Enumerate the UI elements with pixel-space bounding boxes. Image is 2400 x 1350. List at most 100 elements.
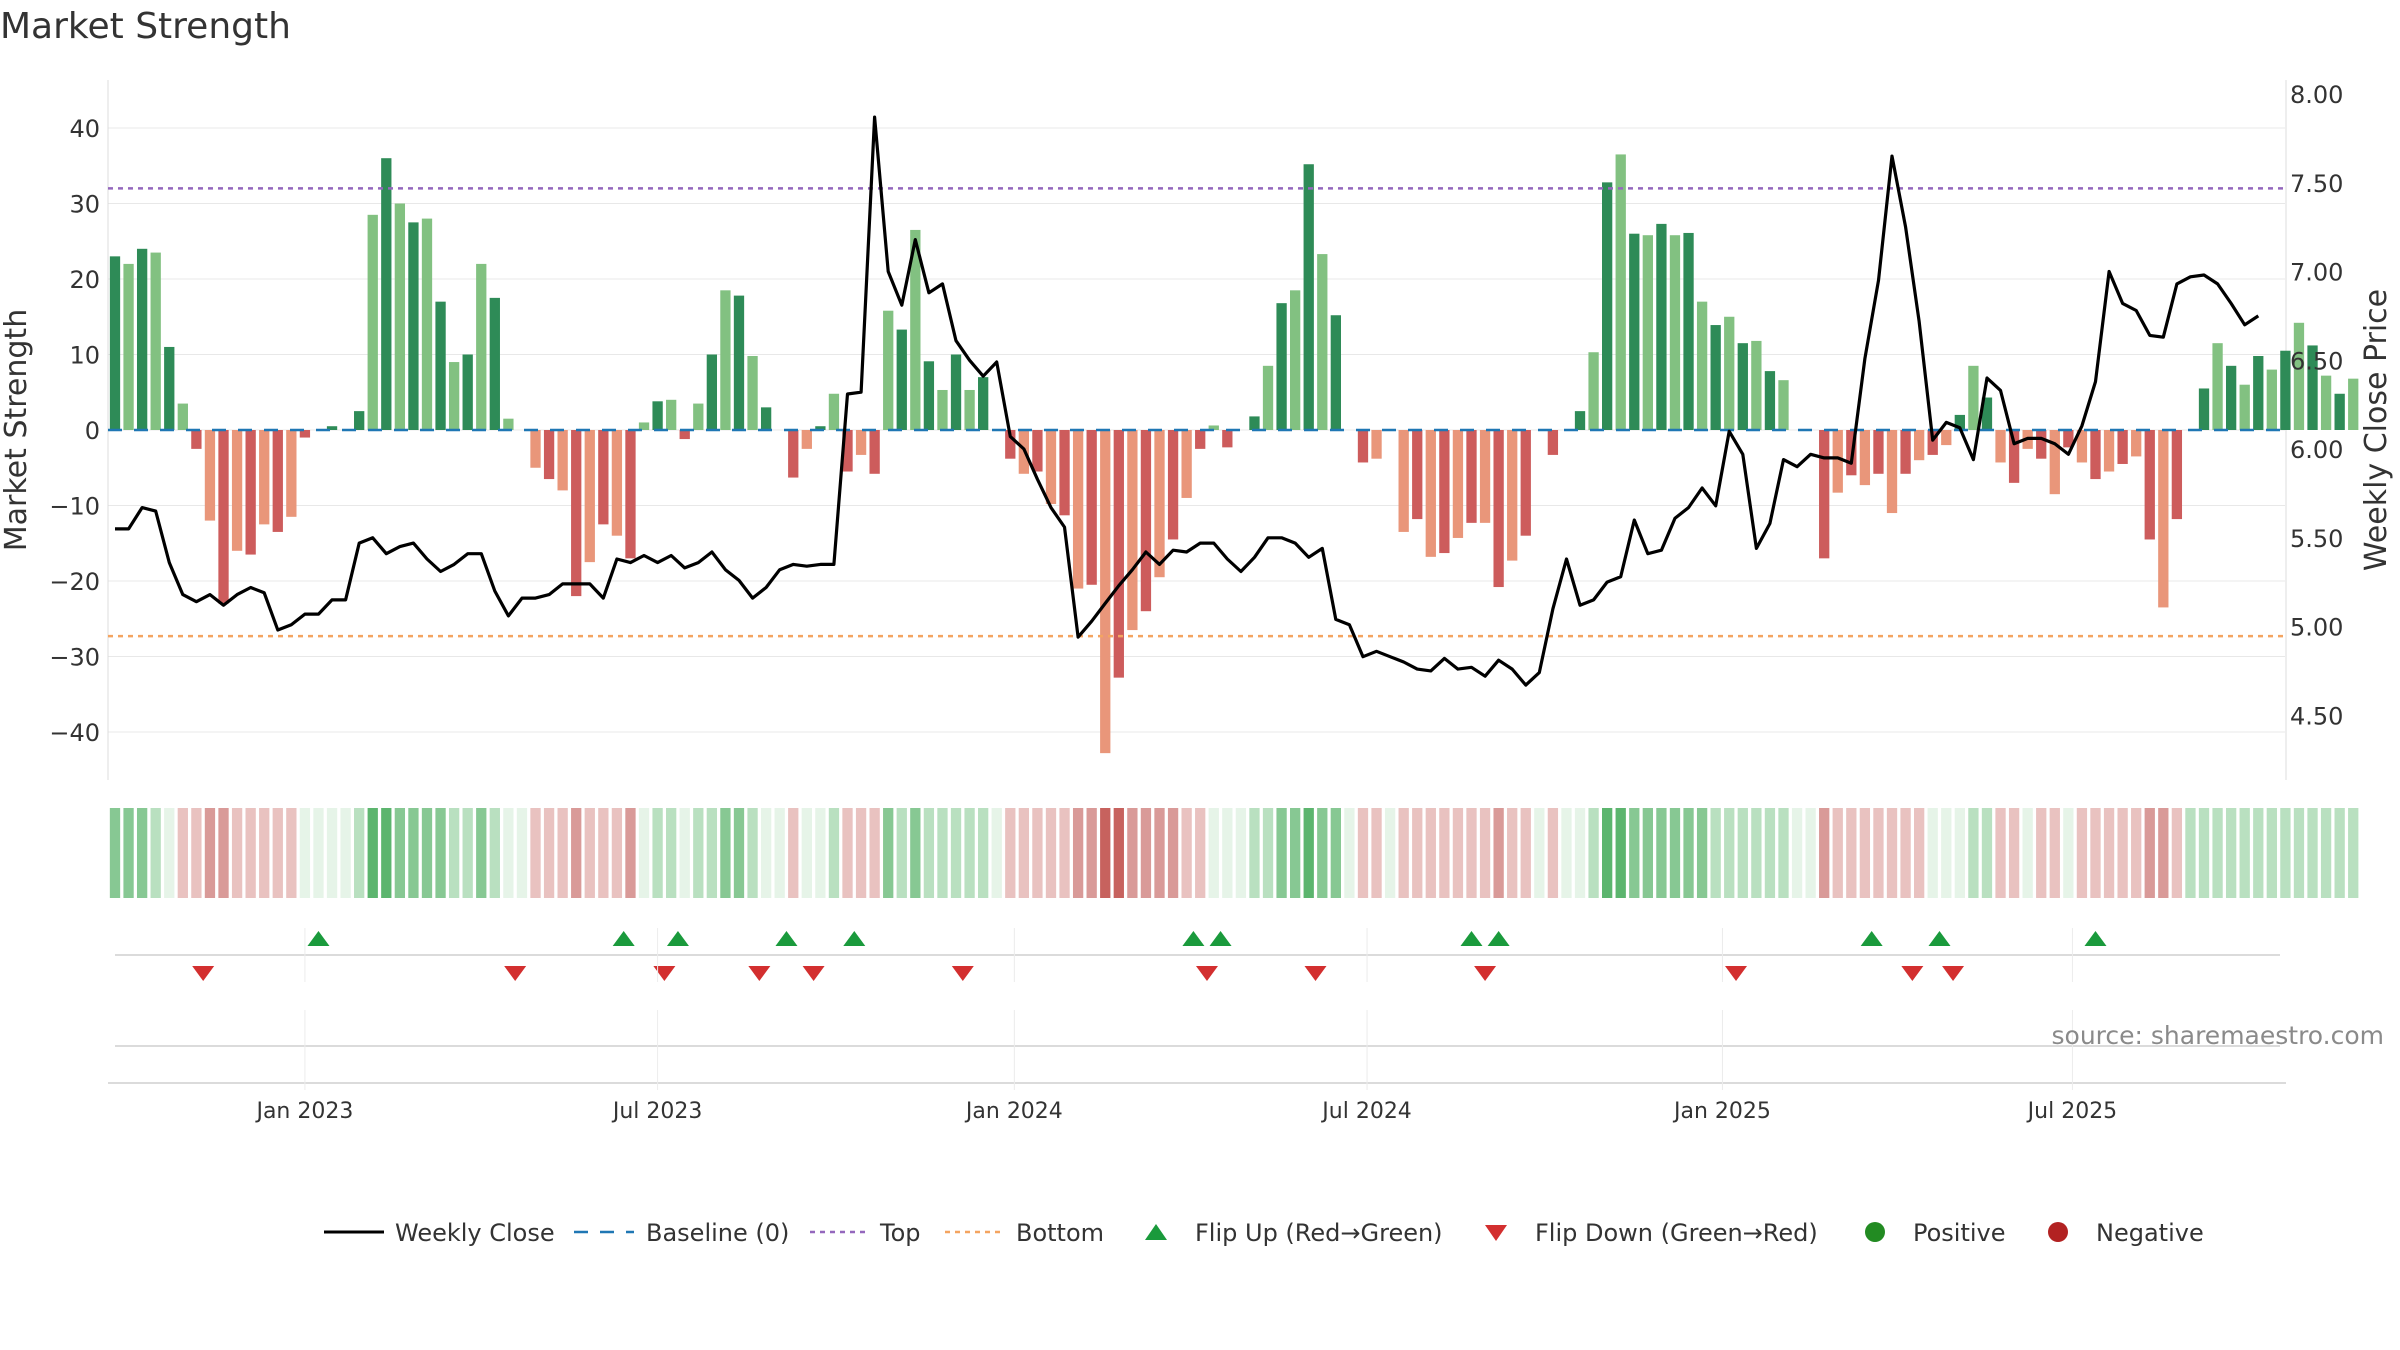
flip-down-marker — [952, 966, 974, 981]
flip-up-marker — [613, 931, 635, 946]
flip-down-marker — [1942, 966, 1964, 981]
heat-strip-cell — [1860, 808, 1870, 898]
legend-label: Flip Down (Green→Red) — [1535, 1219, 1818, 1247]
legend-label: Baseline (0) — [646, 1219, 789, 1247]
strength-bar — [1304, 164, 1314, 430]
strength-bar — [897, 330, 907, 430]
heat-strip-cell — [625, 808, 635, 898]
flip-down-marker — [1305, 966, 1327, 981]
heat-strip-cell — [490, 808, 500, 898]
flip-up-marker — [1182, 931, 1204, 946]
x-axis: Jan 2023 Jul 2023 Jan 2024 Jul 2024 Jan 2025… — [108, 928, 2286, 1124]
strength-bar — [666, 400, 676, 430]
heat-strip-cell — [422, 808, 432, 898]
x-tick-label: Jul 2023 — [611, 1099, 703, 1124]
strength-bar — [2172, 430, 2182, 519]
heat-strip-cell — [395, 808, 405, 898]
heat-strip-cell — [1019, 808, 1029, 898]
heat-strip-cell — [1765, 808, 1775, 898]
heat-strip-cell — [232, 808, 242, 898]
strength-bar — [368, 215, 378, 430]
y2-tick-label: 5.50 — [2290, 525, 2343, 553]
x-tick-label: Jul 2024 — [1320, 1099, 1412, 1124]
heat-strip-cell — [1561, 808, 1571, 898]
strength-bar — [1222, 430, 1232, 447]
strength-bar — [1168, 430, 1178, 539]
heat-strip-cell — [910, 808, 920, 898]
heat-strip-cell — [2307, 808, 2317, 898]
flip-markers — [192, 931, 2106, 981]
heat-strip-cell — [246, 808, 256, 898]
strength-bar — [151, 253, 161, 430]
strength-bar — [761, 407, 771, 430]
heat-strip-cell — [1399, 808, 1409, 898]
heat-strip-cell — [1819, 808, 1829, 898]
strength-bar — [2335, 394, 2345, 430]
strength-bar — [1900, 430, 1910, 474]
strength-bar — [951, 355, 961, 431]
heat-strip-cell — [1683, 808, 1693, 898]
strength-bar — [964, 390, 974, 430]
heat-strip-cell — [856, 808, 866, 898]
strength-bar — [463, 355, 473, 431]
strength-bar — [2253, 356, 2263, 430]
strength-bar — [408, 222, 418, 430]
heat-strip-cell — [1480, 808, 1490, 898]
strength-bar — [2212, 343, 2222, 430]
strength-bar — [259, 430, 269, 524]
flip-up-marker — [843, 931, 865, 946]
heat-strip-cell — [1263, 808, 1273, 898]
heat-strip-cell — [463, 808, 473, 898]
strength-bar — [856, 430, 866, 455]
legend-label: Flip Up (Red→Green) — [1195, 1219, 1443, 1247]
heat-strip-cell — [1195, 808, 1205, 898]
heat-strip-cell — [1697, 808, 1707, 898]
strength-bar — [1575, 411, 1585, 430]
strength-bar — [1480, 430, 1490, 523]
strength-bar — [883, 311, 893, 430]
heat-strip-cell — [1914, 808, 1924, 898]
strength-bar — [1358, 430, 1368, 462]
strength-bar — [1331, 315, 1341, 430]
strength-bar — [2199, 388, 2209, 430]
heat-strip-cell — [2172, 808, 2182, 898]
strength-bar — [693, 404, 703, 430]
strength-bar — [680, 430, 690, 439]
heat-strip-cell — [1249, 808, 1259, 898]
strength-bar — [937, 390, 947, 430]
heat-strip-cell — [1385, 808, 1395, 898]
strength-bar — [2036, 430, 2046, 459]
strength-bar — [123, 264, 133, 430]
strength-bar — [232, 430, 242, 551]
heat-strip-cell — [435, 808, 445, 898]
heat-strip-cell — [1534, 808, 1544, 898]
strength-bar — [1195, 430, 1205, 449]
strength-bar — [1507, 430, 1517, 561]
heat-strip-cell — [1751, 808, 1761, 898]
strength-bar — [422, 219, 432, 430]
heat-strip-cell — [1412, 808, 1422, 898]
strength-bar — [1439, 430, 1449, 553]
heat-strip-cell — [476, 808, 486, 898]
strength-bar — [1263, 366, 1273, 430]
heat-strip-cell — [2131, 808, 2141, 898]
heat-strip-cell — [761, 808, 771, 898]
heat-strip-cell — [1968, 808, 1978, 898]
heat-strip-cell — [2145, 808, 2155, 898]
legend-label: Bottom — [1016, 1219, 1104, 1247]
strength-bar — [530, 430, 540, 468]
heat-strip-cell — [585, 808, 595, 898]
heat-strip-cell — [368, 808, 378, 898]
y2-tick-label: 6.00 — [2290, 436, 2343, 464]
flip-up-marker — [1210, 931, 1232, 946]
strength-bar — [829, 394, 839, 430]
heat-strip-cell — [2212, 808, 2222, 898]
heat-strip-cell — [1670, 808, 1680, 898]
strength-bar — [246, 430, 256, 555]
strength-bar — [1602, 182, 1612, 430]
heat-strip-cell — [110, 808, 120, 898]
strength-bar — [395, 204, 405, 431]
flip-up-marker — [1861, 931, 1883, 946]
heat-strip-cell — [1941, 808, 1951, 898]
heat-strip-cell — [937, 808, 947, 898]
